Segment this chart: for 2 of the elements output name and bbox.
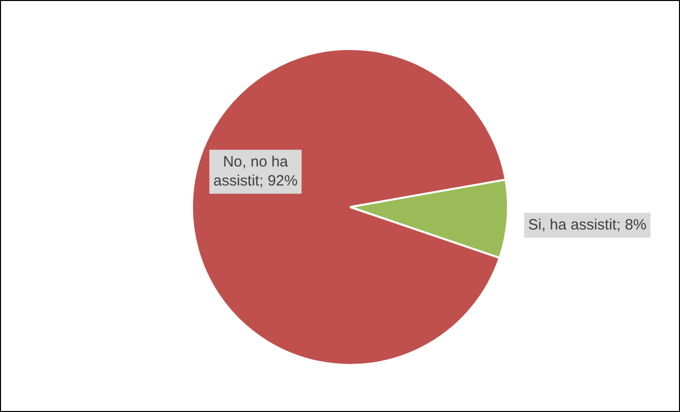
slice-label: Si, ha assistit; 8%	[528, 216, 646, 234]
slice-label: No, no ha assistit; 92%	[213, 153, 298, 190]
